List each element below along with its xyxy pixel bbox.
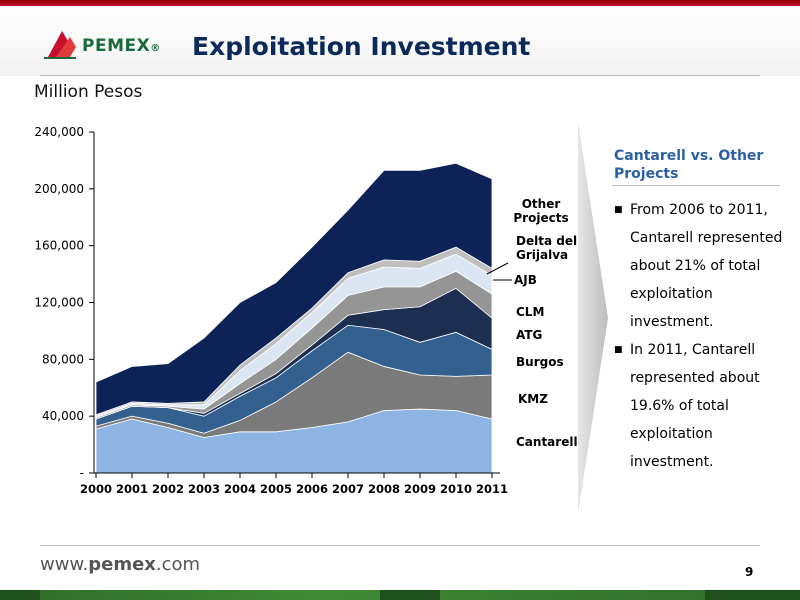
- x-tick-label: 2003: [188, 482, 220, 496]
- series-label-line: CLM: [516, 305, 544, 319]
- url-prefix: www.: [40, 554, 89, 575]
- series-label-line: Burgos: [516, 355, 564, 369]
- series-label-clm: CLM: [516, 305, 544, 319]
- bullet-item: ■ In 2011, Cantarell represented about 19…: [614, 336, 789, 476]
- series-label-delta-del-grijalva: Delta del Grijalva: [516, 234, 577, 262]
- bullet-text: From 2006 to 2011, Cantarell represented…: [630, 202, 783, 330]
- logo-brand: PEMEX: [82, 36, 151, 56]
- x-tick-label: 2006: [296, 482, 328, 496]
- y-tick-label: 40,000: [42, 409, 84, 423]
- x-tick-label: 2007: [332, 482, 364, 496]
- logo-text: PEMEX®: [82, 36, 161, 56]
- series-label-line: Projects: [513, 211, 568, 225]
- series-label-ajb: AJB: [514, 273, 537, 287]
- series-label-burgos: Burgos: [516, 355, 564, 369]
- footer-website-link[interactable]: www.pemex.com: [40, 554, 200, 575]
- series-label-line: Other: [522, 197, 561, 211]
- url-brand: pemex: [88, 554, 156, 575]
- series-label-line: Delta del: [516, 234, 577, 248]
- y-tick-label: 240,000: [34, 125, 84, 139]
- series-label-cantarell: Cantarell: [516, 435, 578, 449]
- y-tick-label: 160,000: [34, 239, 84, 253]
- chevron-arrow-icon: [578, 122, 608, 514]
- series-label-line: KMZ: [518, 392, 548, 406]
- bottom-accent-bar: [0, 590, 800, 600]
- footer-divider: [40, 545, 760, 546]
- leader-line: [486, 262, 509, 275]
- page-number: 9: [745, 565, 754, 579]
- side-panel-divider: [612, 185, 780, 186]
- x-tick-label: 2005: [260, 482, 292, 496]
- bottom-bar-segment: [0, 590, 40, 600]
- x-tick-label: 2008: [368, 482, 400, 496]
- series-label-line: Cantarell: [516, 435, 578, 449]
- x-tick-label: 2004: [224, 482, 256, 496]
- investment-stacked-area-chart: - 40,000 80,000 120,000 160,000 200,000 240,00…: [34, 125, 578, 496]
- side-panel-bullets: ■ From 2006 to 2011, Cantarell represente…: [614, 196, 789, 476]
- top-accent-bar: [0, 0, 800, 6]
- series-label-line: ATG: [516, 328, 542, 342]
- logo-registered-mark: ®: [150, 43, 161, 54]
- pemex-logo-icon: [44, 31, 76, 59]
- header-divider: [40, 75, 760, 76]
- header: [0, 6, 800, 76]
- x-tick-label: 2010: [440, 482, 472, 496]
- page-title: Exploitation Investment: [192, 32, 531, 61]
- bullet-square-icon: ■: [614, 345, 623, 355]
- series-label-other-projects: Other Projects: [513, 197, 568, 225]
- series-label-atg: ATG: [516, 328, 542, 342]
- y-tick-label: -: [80, 466, 84, 480]
- x-tick-label: 2000: [80, 482, 112, 496]
- y-tick-label: 120,000: [34, 296, 84, 310]
- bottom-bar-segment: [380, 590, 440, 600]
- bullet-text: In 2011, Cantarell represented about 19.…: [630, 342, 760, 470]
- url-suffix: .com: [155, 554, 201, 575]
- bullet-square-icon: ■: [614, 205, 623, 215]
- x-tick-label: 2001: [116, 482, 148, 496]
- y-tick-label: 200,000: [34, 182, 84, 196]
- bottom-bar-segment: [705, 590, 800, 600]
- series-label-kmz: KMZ: [518, 392, 548, 406]
- series-label-line: AJB: [514, 273, 537, 287]
- x-tick-label: 2002: [152, 482, 184, 496]
- chart-unit-label: Million Pesos: [34, 82, 143, 102]
- series-label-line: Grijalva: [516, 248, 568, 262]
- x-tick-label: 2009: [404, 482, 436, 496]
- y-tick-label: 80,000: [42, 352, 84, 366]
- x-tick-label: 2011: [476, 482, 508, 496]
- side-panel-title: Cantarell vs. Other Projects: [614, 148, 764, 182]
- area-series-other-projects: [95, 162, 493, 416]
- bullet-item: ■ From 2006 to 2011, Cantarell represente…: [614, 196, 789, 336]
